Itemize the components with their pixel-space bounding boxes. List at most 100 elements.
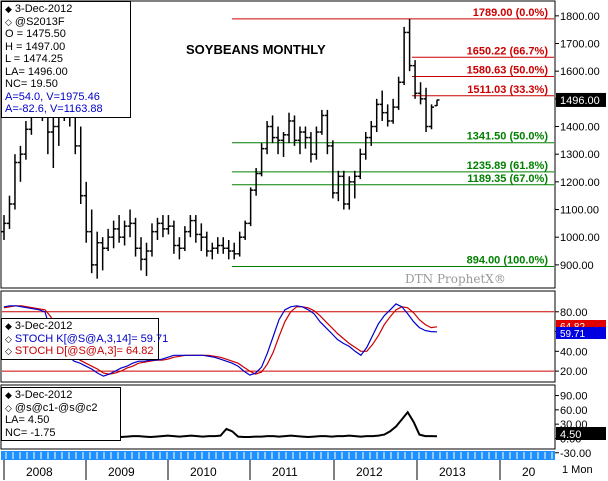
price-info-box: ◆ 3-Dec-2012 ◇ @S2013F O = 1475.50 H = 149… [1,1,131,118]
price-bar [111,220,117,249]
price-bars [1,18,440,279]
price-bar [231,242,237,260]
price-bar [209,242,215,260]
price-stat-1: A=54.0, V=1975.46 [5,90,100,103]
price-bar [324,109,330,155]
price-bar [308,132,314,163]
svg-text:1496.00: 1496.00 [560,95,600,107]
y-tick-label: 1400.00 [560,122,600,134]
price-bar [429,104,435,130]
price-open: O = 1475.50 [5,28,66,40]
price-bar [270,115,276,144]
last-price-tag: 1496.00 [556,92,606,107]
stoch-y-tick-label: 20.00 [560,366,588,378]
price-bar [133,217,139,257]
stoch-date: 3-Dec-2012 [14,320,73,332]
price-bar [165,215,171,235]
price-bar [105,228,111,252]
price-bar [100,237,106,271]
price-bar [116,215,122,243]
price-bar [50,112,56,169]
price-bar [23,120,29,160]
year-label: 2011 [272,465,298,479]
level-label: 1341.50 (50.0%) [467,131,549,143]
y-tick-label: 1600.00 [560,66,600,78]
y-tick-label: 1300.00 [560,149,600,161]
price-panel-frame [0,0,556,289]
price-symbol: @S2013F [14,15,65,28]
price-bar [248,187,254,227]
price-bar [182,226,188,252]
level-label: 1580.63 (50.0%) [467,65,549,77]
price-bar [286,112,292,144]
year-label: 2010 [190,465,217,479]
price-bar [281,132,287,157]
y-tick-label: 1100.00 [560,205,599,217]
price-bar [122,220,128,246]
price-bar [193,215,199,243]
price-date: 3-Dec-2012 [14,3,73,15]
spread-tag: 4.50 [556,427,606,441]
spread-symbol: @s@c1-@s@c2 [14,401,98,414]
price-bar [341,170,347,210]
price-bar [204,231,210,257]
stoch-d-diamond-icon: ◇ [5,346,12,356]
y-tick-label: 900.00 [560,260,594,272]
price-bar [83,181,89,243]
year-label: 2013 [439,465,466,479]
stoch-k-label: STOCH K[@S@A,3,14]= 59.71 [14,332,169,345]
spread-y-tick-label: 90.00 [560,391,588,403]
price-bar [264,120,270,155]
y-tick-label: 1000.00 [560,232,600,244]
stoch-date-diamond-icon: ◆ [5,321,12,331]
level-label: 894.00 (100.0%) [467,255,549,267]
stoch-k-line [3,303,438,377]
level-label: 1511.03 (33.3%) [467,84,548,96]
price-bar [78,126,84,204]
price-bar [215,237,221,254]
price-bar [390,98,396,124]
stoch-k-diamond-icon: ◇ [5,333,12,344]
price-bar [418,82,424,105]
price-bar [198,223,204,252]
interval-label: 1 Mon [562,464,593,476]
svg-text:4.50: 4.50 [560,429,581,441]
price-bar [357,148,363,180]
spread-net-change: NC= -1.75 [5,426,56,439]
price-bar [319,109,325,135]
price-stat-2: A=-82.6, V=1163.88 [5,103,103,115]
price-bar [385,104,391,127]
y-tick-label: 1800.00 [560,11,600,23]
price-bar [253,168,259,196]
spread-y-tick-label: -30.00 [560,448,591,460]
price-bar [363,132,369,160]
price-bar [127,209,133,238]
svg-text:59.71: 59.71 [560,329,585,340]
price-bar [423,87,429,133]
level-label: 1650.22 (66.7%) [467,45,549,57]
price-bar [352,170,358,199]
price-bar [237,231,243,257]
x-axis: 2008 2009 2010 2011 2012 2013 20 [3,460,536,480]
price-bar [220,237,226,254]
price-bar [434,99,440,107]
price-bar [12,154,18,210]
price-bar [396,76,402,110]
year-label: 2012 [356,465,383,479]
price-bar [412,60,418,99]
price-bar [187,215,193,238]
time-band [1,451,555,460]
price-bar [313,126,319,160]
price-bar [302,126,308,149]
stoch-y-tick-label: 80.00 [560,307,588,319]
price-bar [154,217,160,240]
price-bar [242,220,248,240]
price-bar [330,140,336,199]
price-bar [149,223,155,257]
price-bar [94,231,100,279]
stoch-d-label: STOCH D[@S@A,3]= 64.82 [14,345,154,357]
price-bar [226,239,232,260]
price-bar [401,26,407,86]
date-diamond-icon: ◆ [5,4,12,14]
